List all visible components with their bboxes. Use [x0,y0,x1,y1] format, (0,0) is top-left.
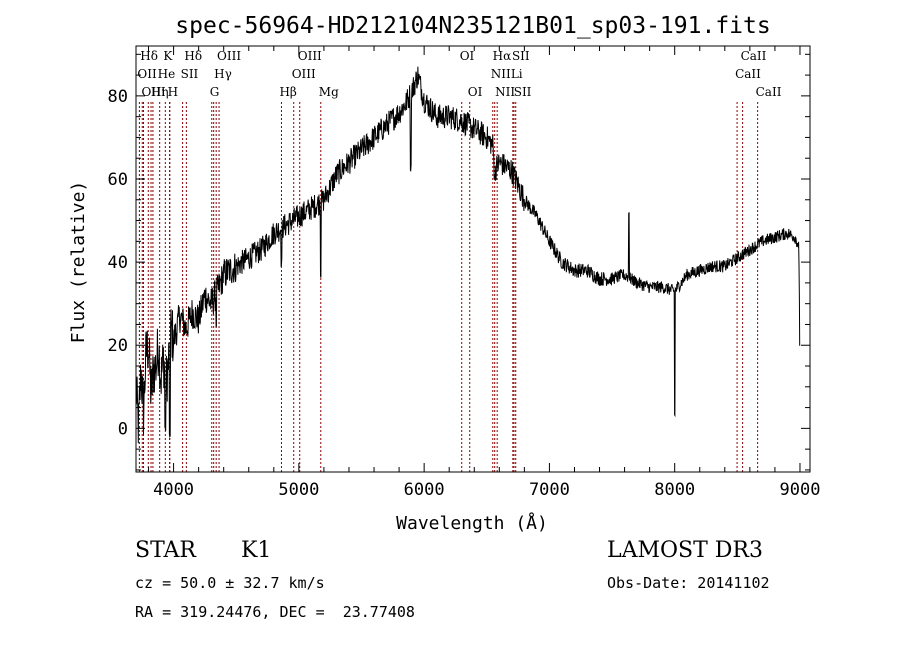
line-marker-label: CaII [756,85,782,99]
chart-title: spec-56964-HD212104N235121B01_sp03-191.f… [175,13,770,39]
line-marker-label: CaII [735,67,761,81]
redshift-velocity: cz = 50.0 ± 32.7 km/s [135,574,325,592]
y-tick-label: 0 [118,419,128,439]
line-marker-label: Hδ [140,49,158,63]
y-tick-label: 80 [108,87,128,107]
coordinates: RA = 319.24476, DEC = 23.77408 [135,603,415,621]
object-class: STAR [135,538,196,563]
line-marker-label: OIII [298,49,322,63]
line-marker-label: Mg [319,85,339,99]
line-marker-label: Li [511,67,523,81]
y-tick-label: 40 [108,253,128,273]
plot-frame [135,45,811,473]
line-marker-label: NII [491,67,511,81]
x-tick-label: 4000 [153,480,194,500]
x-tick-label: 7000 [529,480,570,500]
line-marker-label: He [158,67,176,81]
line-marker-label: Hδ [184,49,202,63]
line-marker-label: OIII [142,85,166,99]
line-marker-label: OIII [292,67,316,81]
line-marker-label: OII [137,67,157,81]
object-subclass: K1 [241,538,272,563]
line-marker-label: SII [181,67,199,81]
line-marker-label: OI [460,49,475,63]
axes: 4000 5000 6000 7000 8000 9000 0 20 40 60 80 [108,46,821,500]
line-marker-label: K [163,49,173,63]
x-tick-label: 9000 [780,480,821,500]
observation-date: Obs-Date: 20141102 [607,574,770,592]
line-marker-label: SII [512,49,530,63]
line-marker-label: Hβ [279,85,296,99]
x-tick-label: 5000 [278,480,319,500]
y-tick-label: 20 [108,336,128,356]
y-tick-label: 60 [108,170,128,190]
line-marker-label: H [168,85,178,99]
x-tick-label: 6000 [404,480,445,500]
line-marker-label: OIII [217,49,241,63]
spectrum-line [135,66,801,444]
survey-name: LAMOST DR3 [607,538,763,563]
line-marker-label: CaII [741,49,767,63]
x-tick-label: 8000 [654,480,695,500]
line-marker-label: SII [514,85,532,99]
line-marker-label: Hγ [214,67,232,81]
line-marker-label: Hη [151,85,169,99]
y-axis-label: Flux (relative) [68,181,89,344]
x-axis-label: Wavelength (Å) [396,512,548,534]
line-marker-label: Hα [493,49,512,63]
line-marker-label: OI [468,85,483,99]
line-marker-label: NII [495,85,515,99]
line-marker-label: G [210,85,220,99]
